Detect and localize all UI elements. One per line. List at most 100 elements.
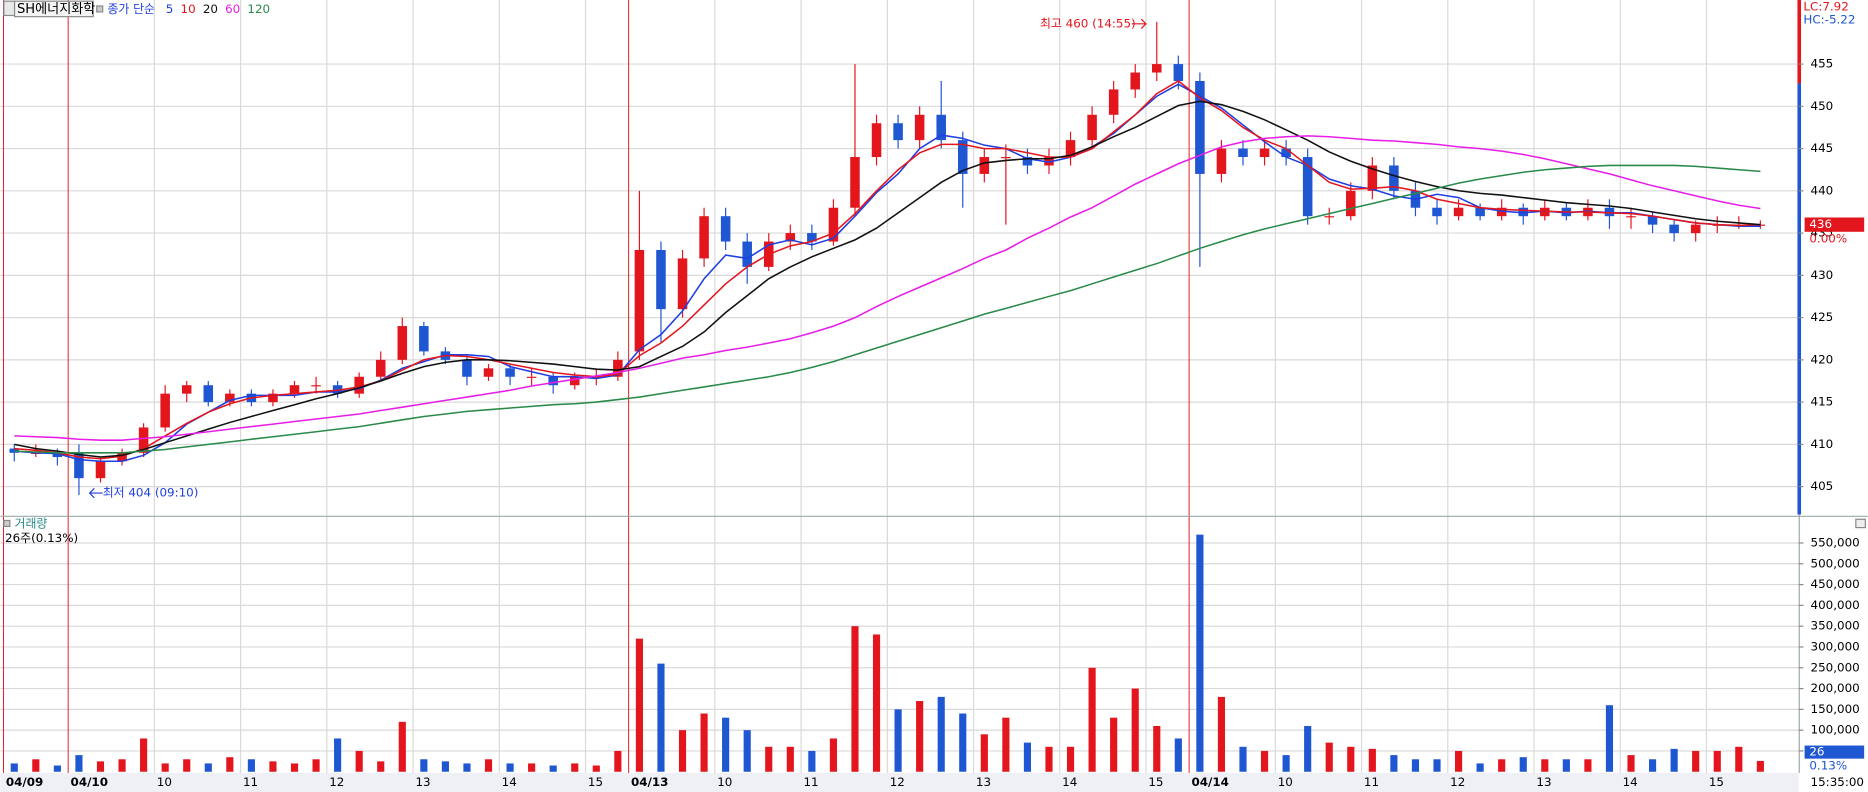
volume-bar <box>1433 759 1441 772</box>
y-tick-label: 250,000 <box>1811 660 1860 674</box>
y-tick-label: 405 <box>1811 479 1834 493</box>
ma-line <box>14 83 1761 463</box>
candle-body <box>354 376 364 394</box>
volume-bar <box>1217 696 1226 772</box>
volume-bar <box>96 761 105 772</box>
volume-bar <box>1002 717 1010 772</box>
volume-bar <box>53 765 61 772</box>
x-axis-strip <box>0 772 1799 792</box>
y-tick-label: 450,000 <box>1811 577 1860 591</box>
candle-body <box>850 157 860 208</box>
volume-bar <box>161 763 169 772</box>
candle-body <box>203 385 214 403</box>
x-tick-label: 14 <box>502 775 517 789</box>
volume-bar <box>765 746 773 772</box>
candle-body <box>1044 157 1054 166</box>
last-volume-label: 26 <box>1809 745 1824 759</box>
x-tick-label: 15 <box>1709 775 1724 789</box>
legend-entry: 10 <box>181 2 196 16</box>
ma-line <box>14 135 1761 441</box>
x-tick-label: 12 <box>1450 775 1465 789</box>
volume-bar <box>355 750 363 772</box>
annotation-arrow <box>88 487 103 499</box>
ma-line <box>14 80 1761 460</box>
volume-bar <box>334 738 342 772</box>
candle-body <box>634 249 645 352</box>
volume-bar <box>441 761 449 772</box>
volume-bar <box>678 730 687 772</box>
x-tick-label: 15 <box>588 775 603 789</box>
volume-bar <box>1282 755 1290 772</box>
candle-body <box>462 359 472 377</box>
volume-bar <box>1110 717 1118 772</box>
candle-body <box>1065 140 1076 158</box>
candle-body <box>138 427 149 453</box>
candle-body <box>742 241 752 267</box>
volume-bar <box>1174 738 1182 772</box>
candle-body <box>1001 157 1011 159</box>
candle-body <box>957 140 968 174</box>
volume-bar <box>657 663 665 772</box>
candle-body <box>1432 207 1442 217</box>
candle-body <box>332 385 343 394</box>
panel-button[interactable] <box>1855 518 1866 529</box>
volume-bar <box>1390 755 1398 772</box>
volume-bar <box>1735 746 1743 772</box>
volume-bar <box>937 696 945 772</box>
x-tick-label: 12 <box>890 775 905 789</box>
candle-body <box>1647 216 1658 225</box>
candle-body <box>613 359 623 377</box>
y-tick-label: 440 <box>1811 183 1834 197</box>
candle-body <box>569 376 580 386</box>
volume-bar <box>1541 759 1549 772</box>
candle-body <box>1475 207 1485 217</box>
candle-body <box>1389 165 1399 191</box>
grid-layer <box>0 0 1799 773</box>
volume-bar <box>75 755 83 772</box>
candle-body <box>1540 207 1550 217</box>
candle-body <box>268 393 278 403</box>
title-icon[interactable] <box>3 0 16 17</box>
x-tick-label: 04/14 <box>1191 775 1228 789</box>
candle-body <box>656 249 666 310</box>
y-tick-label: 420 <box>1811 352 1834 366</box>
volume-bar <box>32 759 40 772</box>
volume-bar <box>959 713 967 772</box>
volume-bar <box>140 738 148 772</box>
candle-body <box>1669 224 1679 234</box>
candle-body <box>1281 148 1291 158</box>
y-tick-label: 150,000 <box>1811 702 1860 716</box>
volume-bar <box>1023 742 1032 772</box>
volume-bar <box>549 765 557 772</box>
x-tick-label: 10 <box>157 775 172 789</box>
volume-bar <box>1153 725 1161 772</box>
candle-body <box>1496 207 1507 217</box>
legend-title: 종가 단순 <box>107 2 155 16</box>
y-tick-label: 430 <box>1811 268 1834 282</box>
candle-body <box>720 216 731 242</box>
volume-bar <box>916 701 924 772</box>
volume-bar <box>183 759 191 772</box>
title-box[interactable] <box>13 0 94 18</box>
candle-body <box>1238 148 1248 158</box>
volume-title: 거래량 <box>15 517 48 531</box>
volume-bar <box>743 730 751 772</box>
y-tick-label: 100,000 <box>1811 723 1860 737</box>
volume-bar <box>571 763 579 772</box>
candle-body <box>483 368 494 377</box>
candle-body <box>160 393 170 428</box>
volume-bar <box>722 717 730 772</box>
volume-bar <box>1066 746 1075 772</box>
volume-bar <box>700 713 708 772</box>
candle-body <box>1259 148 1270 158</box>
volume-bar <box>872 634 881 772</box>
volume-bar <box>1605 705 1614 772</box>
last-price-box <box>1804 217 1865 232</box>
y-tick-label: 450 <box>1811 99 1834 113</box>
candle-body <box>311 385 321 387</box>
volume-bar <box>829 738 837 772</box>
x-tick-label: 04/10 <box>71 775 108 789</box>
chart-title: SH에너지화학 <box>17 1 95 17</box>
legend-entry: 60 <box>225 2 240 16</box>
